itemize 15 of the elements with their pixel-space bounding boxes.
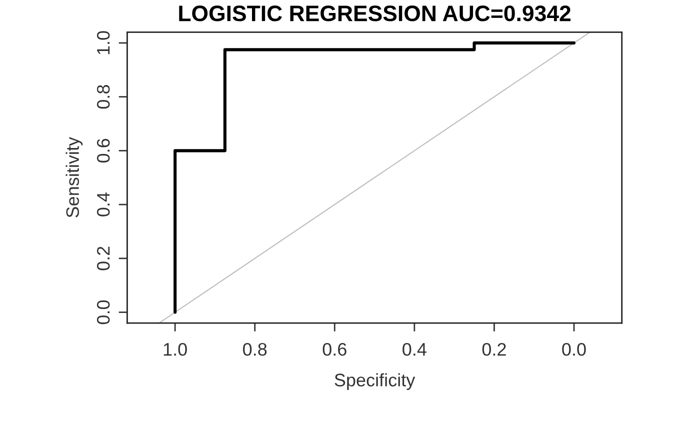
x-tick-label: 0.0 xyxy=(562,342,586,356)
x-tick-label: 0.2 xyxy=(482,342,506,356)
y-tick-label: 0.2 xyxy=(96,246,110,270)
y-tick-label: 1.0 xyxy=(96,31,110,54)
x-tick-label: 1.0 xyxy=(164,342,187,356)
x-axis-title: Specificity xyxy=(334,373,416,390)
y-axis-title: Sensitivity xyxy=(66,137,83,218)
y-tick-label: 0.4 xyxy=(96,192,110,216)
x-tick-label: 0.4 xyxy=(402,342,426,356)
y-tick-label: 0.8 xyxy=(96,85,110,109)
chart-title: LOGISTIC REGRESSION AUC=0.9342 xyxy=(179,6,570,22)
x-tick-label: 0.6 xyxy=(322,342,346,356)
y-tick-label: 0.0 xyxy=(96,300,110,324)
y-tick-label: 0.6 xyxy=(96,138,110,163)
x-tick-label: 0.8 xyxy=(243,342,267,356)
